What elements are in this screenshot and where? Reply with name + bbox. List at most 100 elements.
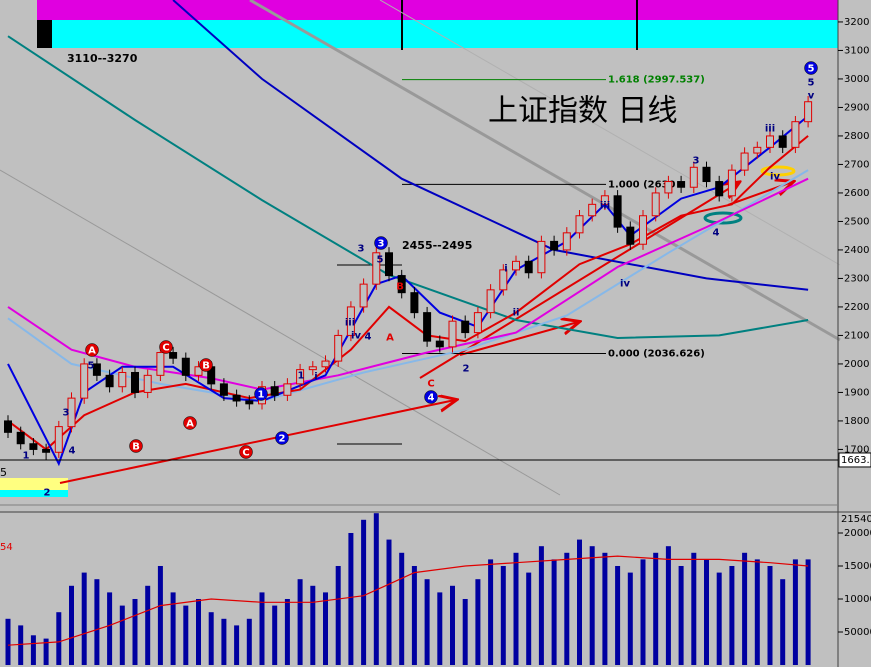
volume-bar <box>627 572 633 665</box>
wave-label: 3 <box>378 239 385 250</box>
y-tick-label: 2600 <box>844 188 869 199</box>
volume-bar <box>30 635 36 665</box>
candle-body <box>639 215 647 245</box>
candle-body <box>156 352 165 376</box>
candle-body <box>131 371 139 393</box>
volume-bar <box>716 572 722 665</box>
candle-body <box>54 426 63 453</box>
fib-label: 1.618 (2997.537) <box>608 75 705 86</box>
y-tick-label: 2400 <box>844 245 869 256</box>
price-marker-box <box>838 452 871 468</box>
volume-bar <box>348 532 354 665</box>
volume-bar <box>284 598 290 665</box>
wave-label: iv <box>351 331 361 342</box>
wave-label: 1 <box>298 371 305 382</box>
volume-bar <box>640 559 646 665</box>
wave-circle <box>275 431 289 445</box>
wave-label: i <box>504 264 507 275</box>
ma-line <box>7 135 809 451</box>
volume-bar <box>386 539 392 665</box>
candle-body <box>448 320 457 348</box>
volume-bar <box>780 579 786 665</box>
volume-bar <box>170 592 176 665</box>
ma-line <box>7 177 809 391</box>
volume-bar <box>234 625 240 665</box>
candle-body <box>778 135 787 148</box>
fib-label: 1.000 (2630 <box>608 179 676 190</box>
candle-body <box>600 195 609 205</box>
wave-label: C <box>427 379 434 390</box>
wave-label: A <box>186 419 194 430</box>
candle-body <box>334 334 343 362</box>
wave-label: 3 <box>63 408 70 419</box>
candle-body <box>791 121 800 148</box>
candle-body <box>245 400 254 405</box>
volume-bar <box>653 552 659 665</box>
wave-label: B <box>202 361 210 372</box>
highlight <box>0 478 68 490</box>
ma-line <box>7 169 809 403</box>
candle-body <box>385 252 393 277</box>
marker-ellipse <box>703 211 743 225</box>
wave-label: B <box>396 282 404 293</box>
annotation: 54 <box>0 542 13 553</box>
volume-bar <box>767 565 773 665</box>
y-tick-label: 20000 <box>844 528 871 539</box>
volume-bar <box>488 559 494 665</box>
volume-bar <box>297 579 303 665</box>
wave-label: C <box>162 343 169 354</box>
candle-body <box>613 195 622 228</box>
candle-body <box>29 443 38 450</box>
ma-line <box>7 115 809 467</box>
volume-bar <box>615 565 621 665</box>
ma-line <box>172 0 809 291</box>
candle-body <box>715 181 724 197</box>
volume-bar <box>678 565 684 665</box>
candle-body <box>753 146 762 154</box>
candle-body <box>92 363 101 376</box>
trend-line <box>0 169 561 496</box>
trend-arrow <box>59 400 455 484</box>
candle-body <box>308 366 317 371</box>
volume-bar <box>577 539 582 665</box>
candle-body <box>283 383 292 396</box>
volume-bar <box>373 513 379 665</box>
wave-label: 1 <box>258 390 265 401</box>
volume-bar <box>361 519 367 665</box>
volume-bar <box>157 565 163 665</box>
candle-body <box>550 240 559 251</box>
volume-bar <box>462 598 468 665</box>
annotation: 21540 <box>841 514 871 525</box>
wave-label: 5 <box>377 255 384 266</box>
fib-label: 0.000 (2036.626) <box>608 348 705 359</box>
volume-bar <box>589 546 595 665</box>
candle-body <box>486 289 495 314</box>
candle-body <box>537 240 546 274</box>
y-tick-label: 1900 <box>844 387 869 398</box>
wave-label: iii <box>345 318 355 329</box>
wave-label: 3 <box>693 156 700 167</box>
wave-label: C <box>242 448 249 459</box>
marker-ellipse <box>760 165 796 177</box>
volume-bar <box>69 585 74 665</box>
candle-body <box>410 292 419 314</box>
candle-body <box>702 166 711 183</box>
candle-body <box>626 226 635 245</box>
candle-body <box>473 312 482 334</box>
candle-body <box>575 215 584 234</box>
wave-label: 4 <box>428 393 435 404</box>
volume-bar <box>450 585 455 665</box>
candle-body <box>105 374 114 388</box>
volume-bar <box>81 572 87 665</box>
volume-bar <box>411 565 417 665</box>
candle-body <box>80 363 89 399</box>
volume-bar <box>729 565 735 665</box>
wave-circle <box>374 236 388 250</box>
wave-label: B <box>132 442 140 453</box>
candle-body <box>499 269 508 291</box>
candle-body <box>118 371 127 388</box>
candle-body <box>804 101 813 123</box>
y-tick-label: 3000 <box>844 74 869 85</box>
y-tick-label: 2800 <box>844 131 869 142</box>
